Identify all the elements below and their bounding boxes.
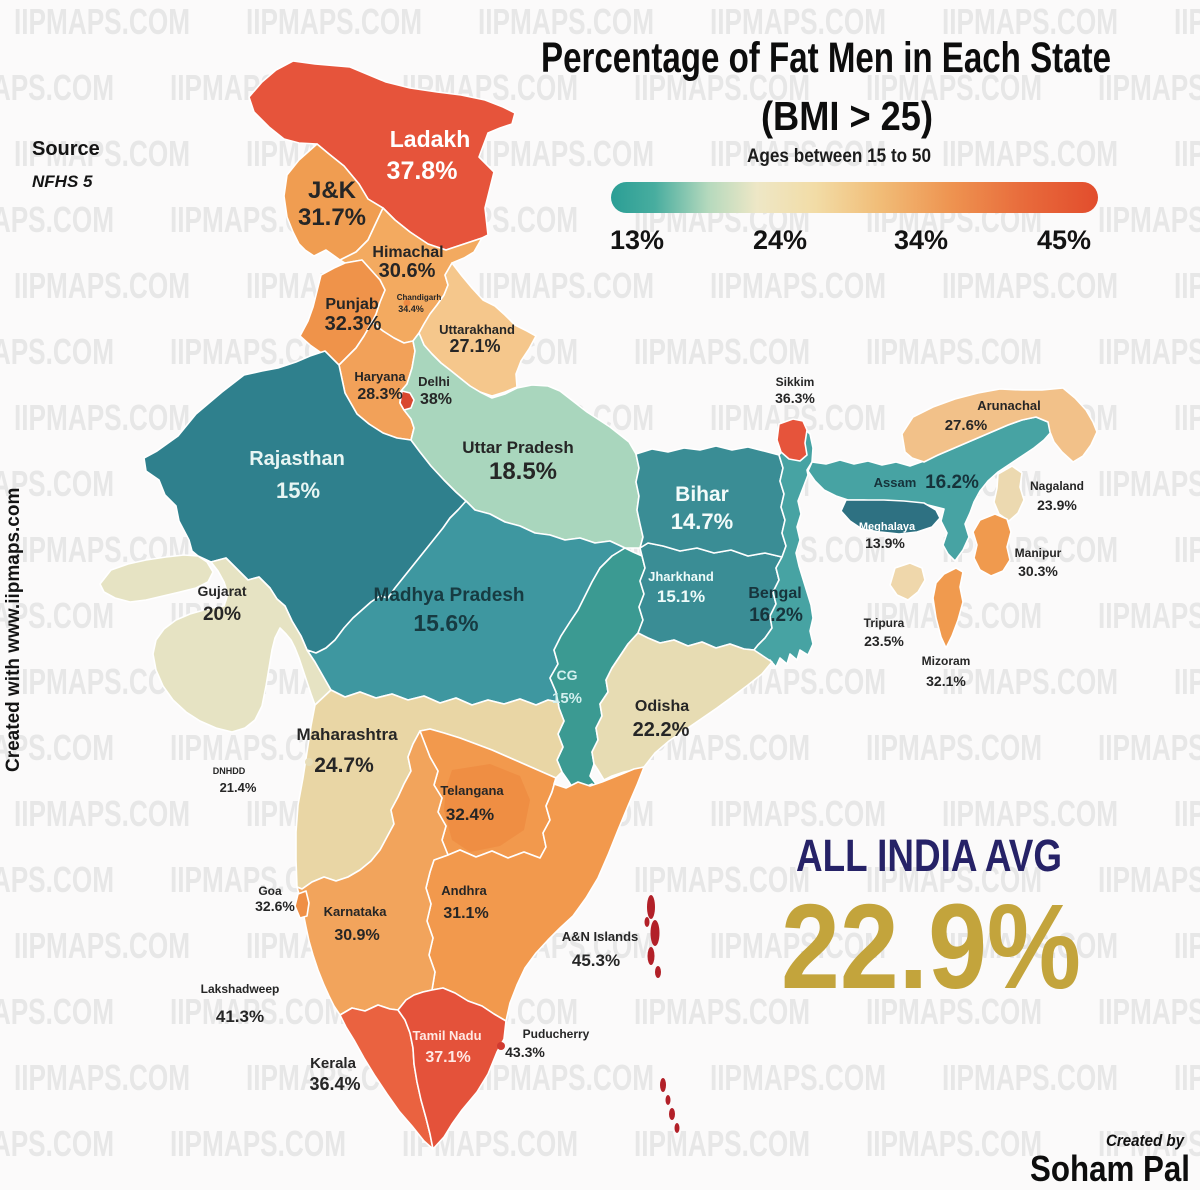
- svg-text:Madhya Pradesh: Madhya Pradesh: [374, 585, 525, 606]
- svg-text:Manipur: Manipur: [1015, 546, 1062, 560]
- svg-text:36.3%: 36.3%: [775, 390, 815, 406]
- svg-text:23.9%: 23.9%: [1037, 497, 1077, 513]
- svg-text:CG: CG: [557, 667, 578, 683]
- svg-text:DNHDD: DNHDD: [213, 766, 246, 776]
- svg-text:20%: 20%: [203, 604, 241, 625]
- svg-text:22.2%: 22.2%: [633, 719, 690, 741]
- svg-text:Ladakh: Ladakh: [390, 126, 471, 152]
- svg-text:Goa: Goa: [258, 884, 282, 898]
- svg-text:Lakshadweep: Lakshadweep: [201, 982, 280, 996]
- svg-text:(BMI > 25): (BMI > 25): [761, 93, 933, 139]
- svg-text:Meghalaya: Meghalaya: [859, 521, 916, 533]
- svg-text:38%: 38%: [420, 391, 452, 408]
- svg-text:37.8%: 37.8%: [387, 157, 458, 185]
- svg-text:Uttar Pradesh: Uttar Pradesh: [462, 438, 573, 457]
- svg-text:A&N Islands: A&N Islands: [562, 929, 639, 944]
- svg-text:Himachal: Himachal: [372, 244, 443, 261]
- svg-text:27.6%: 27.6%: [945, 417, 988, 434]
- svg-text:45%: 45%: [1037, 225, 1091, 255]
- svg-text:Ages between 15 to 50: Ages between 15 to 50: [747, 146, 931, 167]
- svg-text:14.7%: 14.7%: [671, 509, 733, 534]
- svg-text:Jharkhand: Jharkhand: [648, 569, 714, 584]
- svg-text:Source: Source: [32, 138, 100, 160]
- svg-text:45.3%: 45.3%: [572, 951, 620, 970]
- svg-text:Gujarat: Gujarat: [197, 583, 246, 599]
- svg-text:Arunachal: Arunachal: [977, 398, 1041, 413]
- svg-text:15%: 15%: [276, 478, 320, 503]
- svg-text:Mizoram: Mizoram: [922, 654, 971, 668]
- svg-text:32.3%: 32.3%: [325, 313, 382, 335]
- svg-text:Soham Pal: Soham Pal: [1030, 1148, 1190, 1189]
- svg-text:31.7%: 31.7%: [298, 204, 366, 231]
- svg-text:32.6%: 32.6%: [255, 898, 295, 914]
- svg-text:15%: 15%: [552, 690, 582, 707]
- svg-text:24.7%: 24.7%: [314, 754, 374, 777]
- svg-text:18.5%: 18.5%: [489, 458, 557, 485]
- svg-text:Telangana: Telangana: [440, 783, 504, 798]
- svg-text:ALL INDIA AVG: ALL INDIA AVG: [796, 830, 1062, 881]
- svg-text:Created by: Created by: [1106, 1131, 1185, 1150]
- svg-text:Rajasthan: Rajasthan: [249, 448, 345, 470]
- svg-text:Bihar: Bihar: [675, 483, 729, 506]
- svg-text:Karnataka: Karnataka: [324, 904, 388, 919]
- svg-text:Tamil Nadu: Tamil Nadu: [412, 1028, 481, 1043]
- svg-text:NFHS 5: NFHS 5: [32, 172, 93, 191]
- svg-text:21.4%: 21.4%: [220, 780, 257, 795]
- svg-text:36.4%: 36.4%: [309, 1074, 360, 1094]
- svg-text:Tripura: Tripura: [864, 616, 905, 630]
- svg-text:32.4%: 32.4%: [446, 805, 494, 824]
- svg-text:16.2%: 16.2%: [749, 605, 803, 626]
- svg-text:15.1%: 15.1%: [657, 587, 705, 606]
- svg-text:Nagaland: Nagaland: [1030, 479, 1084, 493]
- svg-text:13.9%: 13.9%: [865, 535, 905, 551]
- svg-text:Kerala: Kerala: [310, 1055, 357, 1072]
- svg-text:23.5%: 23.5%: [864, 633, 904, 649]
- svg-text:Bengal: Bengal: [748, 585, 801, 602]
- svg-text:Delhi: Delhi: [418, 374, 450, 389]
- svg-text:31.1%: 31.1%: [443, 905, 488, 922]
- svg-text:15.6%: 15.6%: [413, 610, 478, 636]
- svg-text:Assam: Assam: [874, 475, 917, 490]
- svg-text:27.1%: 27.1%: [449, 336, 500, 356]
- svg-text:Created with www.iipmaps.com: Created with www.iipmaps.com: [3, 488, 24, 772]
- svg-text:Maharashtra: Maharashtra: [296, 725, 398, 744]
- svg-text:34%: 34%: [894, 225, 948, 255]
- svg-text:13%: 13%: [610, 225, 664, 255]
- svg-text:28.3%: 28.3%: [357, 386, 402, 403]
- svg-text:16.2%: 16.2%: [925, 472, 979, 493]
- svg-text:30.6%: 30.6%: [379, 260, 436, 282]
- svg-text:37.1%: 37.1%: [425, 1049, 470, 1066]
- svg-text:30.3%: 30.3%: [1018, 563, 1058, 579]
- svg-text:34.4%: 34.4%: [398, 304, 424, 314]
- svg-text:30.9%: 30.9%: [334, 927, 379, 944]
- svg-text:Sikkim: Sikkim: [776, 375, 815, 389]
- svg-text:Andhra: Andhra: [441, 883, 487, 898]
- svg-text:41.3%: 41.3%: [216, 1007, 264, 1026]
- svg-text:Puducherry: Puducherry: [523, 1027, 590, 1041]
- svg-text:24%: 24%: [753, 225, 807, 255]
- svg-text:Odisha: Odisha: [635, 698, 689, 715]
- svg-text:Punjab: Punjab: [325, 296, 379, 313]
- svg-text:Percentage of Fat Men in Each: Percentage of Fat Men in Each State: [541, 34, 1111, 82]
- svg-text:Chandigarh: Chandigarh: [397, 293, 442, 302]
- svg-text:Haryana: Haryana: [354, 369, 406, 384]
- svg-text:43.3%: 43.3%: [505, 1044, 545, 1060]
- svg-text:32.1%: 32.1%: [926, 673, 966, 689]
- svg-text:22.9%: 22.9%: [781, 878, 1081, 1014]
- svg-text:Uttarakhand: Uttarakhand: [439, 322, 515, 337]
- svg-text:J&K: J&K: [308, 177, 357, 204]
